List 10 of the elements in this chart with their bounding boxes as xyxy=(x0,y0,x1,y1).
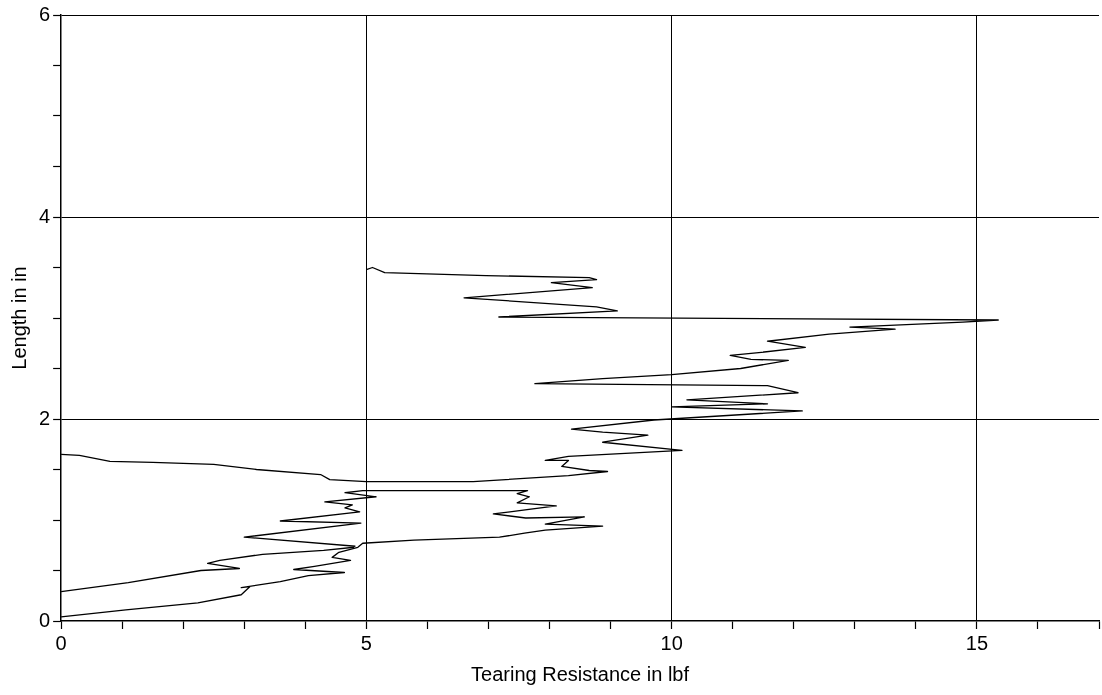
y-axis-title: Length in in xyxy=(7,266,30,370)
x-axis-title: Tearing Resistance in lbf xyxy=(471,662,690,685)
x-tick-label: 10 xyxy=(660,631,683,654)
y-tick-label: 4 xyxy=(39,204,51,227)
y-tick-label: 0 xyxy=(39,608,51,631)
y-tick-label: 6 xyxy=(39,2,51,25)
x-tick-label: 5 xyxy=(360,631,372,654)
x-tick-label: 0 xyxy=(55,631,67,654)
y-tick-label: 2 xyxy=(39,406,51,429)
x-tick-label: 15 xyxy=(965,631,989,654)
